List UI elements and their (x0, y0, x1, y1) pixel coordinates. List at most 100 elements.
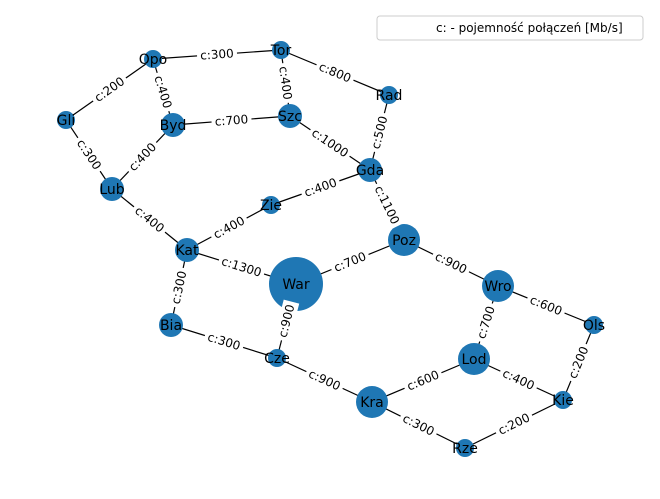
edge-label-background (401, 365, 445, 396)
node-kie (554, 391, 572, 409)
edge-capacity-label: c:700 (332, 249, 368, 275)
edge-label-background (397, 408, 440, 442)
edge-label-group: c:200 (492, 408, 536, 440)
node-kat (175, 238, 199, 262)
edge-label-group: c:300 (167, 266, 191, 309)
node-label-lod: Lod (461, 352, 486, 368)
node-gda (358, 158, 382, 182)
edge-capacity-label: c:200 (566, 344, 592, 380)
node-rad (380, 86, 398, 104)
edge-label-background (167, 266, 191, 309)
edge-capacity-label: c:200 (496, 410, 532, 437)
edge-capacity-label: c:300 (200, 46, 234, 62)
edge-label-group: c:300 (196, 45, 238, 64)
edge-label-background (369, 180, 405, 230)
node-poz (388, 224, 420, 256)
edge-label-group: c:400 (298, 173, 343, 202)
edge-label-background (202, 327, 246, 356)
node-byd (161, 113, 185, 137)
edge-label-background (149, 70, 177, 114)
edge-label-group: c:400 (128, 200, 171, 239)
node-label-kie: Kie (552, 393, 574, 409)
legend: c: - pojemność połączeń [Mb/s] (376, 15, 644, 41)
edge-capacity-label: c:900 (433, 249, 469, 276)
edge-label-group: c:800 (313, 57, 357, 88)
legend-text: c: - pojemność połączeń [Mb/s] (436, 21, 623, 35)
node-label-szc: Szc (278, 109, 302, 125)
edge-label-group: c:300 (397, 408, 440, 442)
edge-label-background (71, 133, 107, 176)
node-cze (268, 349, 286, 367)
edge-capacity-label: c:600 (405, 368, 441, 394)
edge-label-group: c:600 (524, 290, 568, 321)
node-bia (159, 313, 183, 337)
legend-box (376, 15, 644, 41)
edge-label-group: c:200 (563, 340, 594, 385)
edge-label-background (88, 71, 131, 108)
edge-capacity-label: c:1100 (372, 183, 403, 226)
edge-label-group: c:1300 (216, 252, 267, 282)
edge-label-group: c:200 (88, 71, 131, 108)
node-label-wro: Wro (484, 279, 511, 295)
node-label-ols: Ols (583, 318, 605, 334)
edge-label-background (563, 340, 594, 385)
edge-label-group: c:900 (429, 247, 473, 279)
edge-capacity-label: c:400 (211, 213, 247, 241)
edge-label-background (207, 211, 251, 244)
node-label-cze: Cze (264, 351, 290, 367)
node-labels-layer: Opo Tor Rad Gli Byd Szc Gda Lub Zie Kat Poz War Wro B… (57, 43, 605, 457)
node-gli (57, 111, 75, 129)
edge-label-group: c:700 (328, 247, 372, 277)
edge-label-group: c:400 (149, 70, 177, 114)
edge-label-background (298, 173, 343, 202)
edge-label-group: c:400 (496, 363, 541, 396)
edge-capacity-label: c:1300 (220, 254, 263, 280)
edge-labels-layer: c:300 c:800 c:200 c:400 c:400 c:700 c:500 c:100… (71, 45, 594, 442)
edge-label-group: c:500 (366, 111, 393, 154)
node-label-bia: Bia (160, 318, 182, 334)
edge-label-group: c:700 (210, 110, 253, 131)
edge-label-background (305, 123, 355, 163)
edge-label-group: c:400 (122, 137, 163, 177)
node-tor (272, 41, 290, 59)
edge-label-group: c:300 (202, 327, 246, 356)
node-label-poz: Poz (392, 233, 416, 249)
node-lub (100, 177, 124, 201)
node-label-tor: Tor (270, 43, 292, 59)
edge-label-background (196, 45, 238, 64)
edge-label-background (313, 57, 357, 88)
edge-capacity-label: c:400 (302, 175, 338, 199)
node-lod (458, 343, 490, 375)
edge-label-group: c:300 (71, 133, 107, 176)
node-szc (278, 104, 302, 128)
edge-label-group: c:1000 (305, 123, 355, 163)
nodes-layer (57, 41, 603, 457)
edge-label-group: c:400 (207, 211, 251, 244)
node-label-gli: Gli (57, 113, 76, 129)
node-zie (262, 196, 280, 214)
edge-label-background (122, 137, 163, 177)
edge-capacity-label: c:600 (528, 293, 564, 319)
node-label-rze: Rze (452, 441, 478, 457)
node-label-rad: Rad (376, 88, 403, 104)
node-label-kat: Kat (175, 243, 199, 259)
edge-label-group: c:1100 (369, 180, 405, 230)
edge-label-background (216, 252, 267, 282)
edge-label-background (274, 62, 297, 104)
node-label-kra: Kra (360, 395, 384, 411)
node-opo (144, 50, 162, 68)
edge-capacity-label: c:300 (400, 411, 436, 438)
edge-label-background (492, 408, 536, 440)
node-wro (482, 270, 514, 302)
node-label-gda: Gda (356, 163, 384, 179)
edge-capacity-label: c:900 (306, 367, 342, 394)
edge-label-background (328, 247, 372, 277)
edge-label-group: c:900 (273, 299, 300, 343)
edge-capacity-label: c:1000 (309, 126, 351, 161)
edge-label-background (302, 364, 347, 396)
edge-label-group: c:900 (302, 364, 347, 396)
node-label-zie: Zie (260, 198, 282, 214)
edge-label-group: c:400 (274, 62, 297, 104)
node-label-war: War (282, 277, 310, 293)
